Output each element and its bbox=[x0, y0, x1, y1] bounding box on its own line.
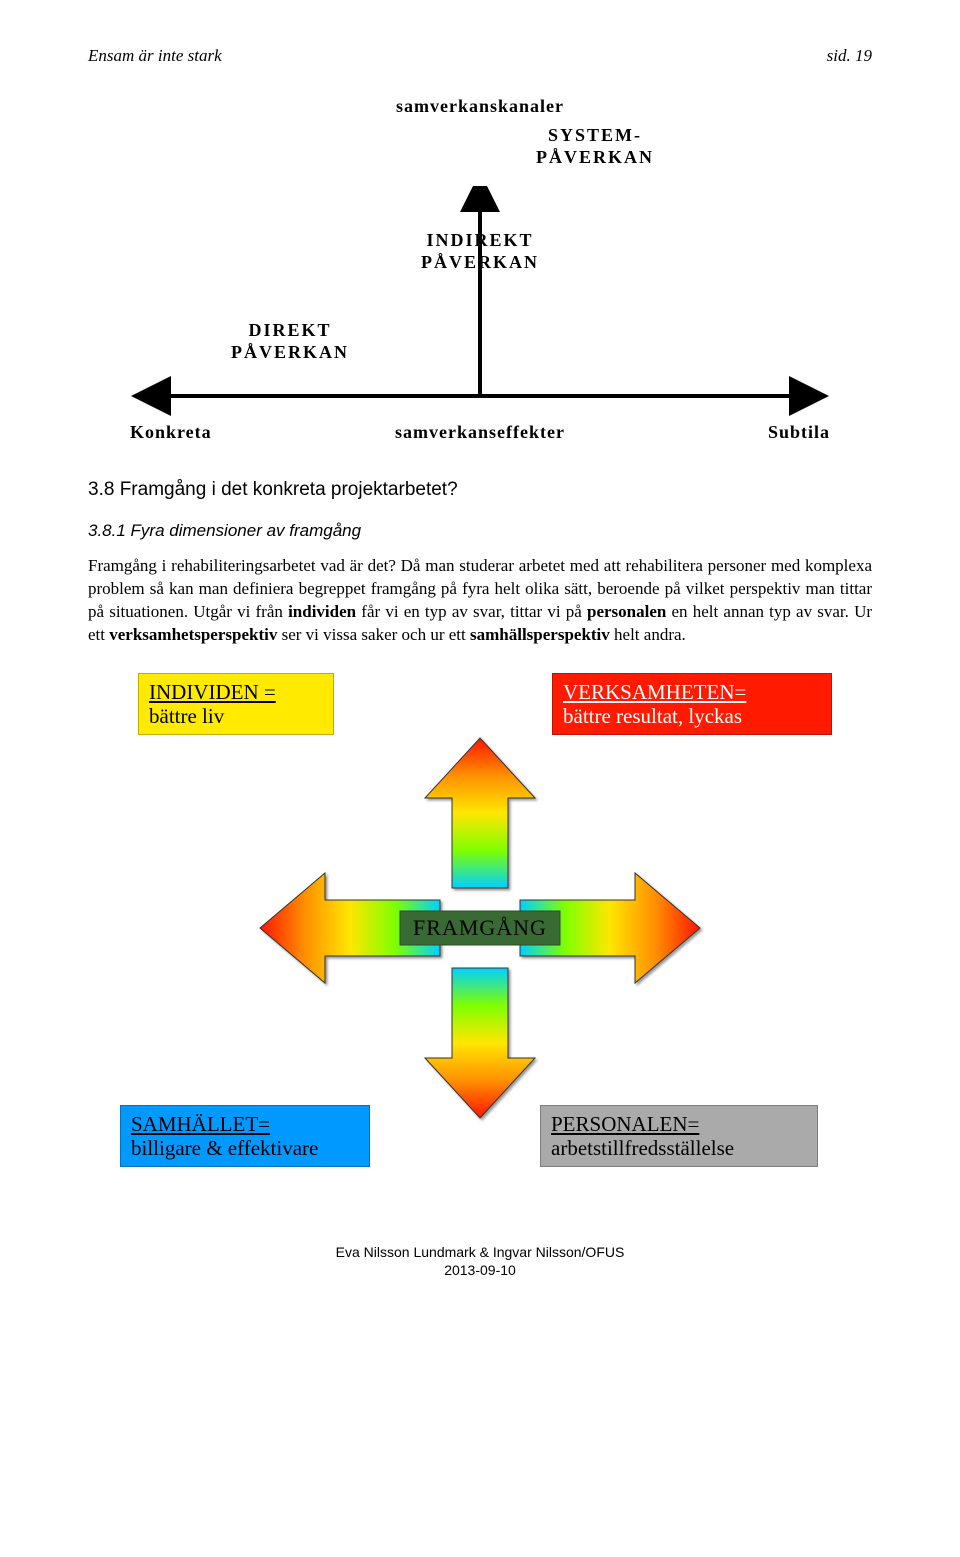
body-paragraph: Framgång i rehabiliteringsarbetet vad är… bbox=[88, 555, 872, 647]
svg-text:DIREKT: DIREKT bbox=[248, 320, 331, 340]
bold-individen: individen bbox=[288, 602, 356, 621]
page-footer: Eva Nilsson Lundmark & Ingvar Nilsson/OF… bbox=[88, 1243, 872, 1279]
box-samhallet: SAMHÄLLET= billigare & effektivare bbox=[120, 1105, 370, 1167]
box-verksamheten: VERKSAMHETEN= bättre resultat, lyckas bbox=[552, 673, 832, 735]
box-sub: bättre liv bbox=[149, 704, 323, 728]
axis-bottom-labels: Konkreta samverkanseffekter Subtila bbox=[130, 422, 830, 443]
svg-text:FRAMGÅNG: FRAMGÅNG bbox=[413, 915, 547, 940]
subsection-heading: 3.8.1 Fyra dimensioner av framgång bbox=[88, 521, 872, 541]
box-personalen: PERSONALEN= arbetstillfredsställelse bbox=[540, 1105, 818, 1167]
box-title: PERSONALEN= bbox=[551, 1112, 807, 1136]
text: ser vi vissa saker och ur ett bbox=[277, 625, 470, 644]
section-heading: 3.8 Framgång i det konkreta projektarbet… bbox=[88, 479, 872, 501]
box-title: VERKSAMHETEN= bbox=[563, 680, 821, 704]
box-sub: arbetstillfredsställelse bbox=[551, 1136, 807, 1160]
doc-title-left: Ensam är inte stark bbox=[88, 46, 222, 66]
svg-text:INDIREKT: INDIREKT bbox=[426, 230, 533, 250]
footer-line2: 2013-09-10 bbox=[88, 1261, 872, 1279]
axis-center-label: samverkanseffekter bbox=[363, 422, 596, 443]
bold-samhalle: samhällsperspektiv bbox=[470, 625, 610, 644]
framgang-diagram: FRAMGÅNG INDIVIDEN = bättre liv VERKSAMH… bbox=[120, 673, 840, 1173]
bold-verksamhet: verksamhetsperspektiv bbox=[109, 625, 277, 644]
text: helt andra. bbox=[610, 625, 686, 644]
box-title: SAMHÄLLET= bbox=[131, 1112, 359, 1136]
box-sub: bättre resultat, lyckas bbox=[563, 704, 821, 728]
diagram-samverkanskanaler: samverkanskanaler SYSTEM-PÅVERKAN INDIRE… bbox=[130, 96, 830, 443]
text: får vi en typ av svar, tittar vi på bbox=[356, 602, 587, 621]
diagram-title: samverkanskanaler bbox=[130, 96, 830, 117]
box-individen: INDIVIDEN = bättre liv bbox=[138, 673, 334, 735]
svg-text:PÅVERKAN: PÅVERKAN bbox=[421, 252, 539, 272]
arrows-svg: FRAMGÅNG bbox=[120, 673, 840, 1173]
axis-left-label: Konkreta bbox=[130, 422, 363, 443]
axis-right-label: Subtila bbox=[597, 422, 830, 443]
bold-personalen: personalen bbox=[587, 602, 666, 621]
footer-line1: Eva Nilsson Lundmark & Ingvar Nilsson/OF… bbox=[88, 1243, 872, 1261]
page-number: sid. 19 bbox=[827, 46, 872, 66]
box-title: INDIVIDEN = bbox=[149, 680, 323, 704]
box-sub: billigare & effektivare bbox=[131, 1136, 359, 1160]
axis-diagram-svg: INDIREKT PÅVERKAN DIREKT PÅVERKAN bbox=[130, 186, 830, 416]
svg-text:PÅVERKAN: PÅVERKAN bbox=[231, 342, 349, 362]
diagram-top-label: SYSTEM-PÅVERKAN bbox=[360, 125, 830, 168]
